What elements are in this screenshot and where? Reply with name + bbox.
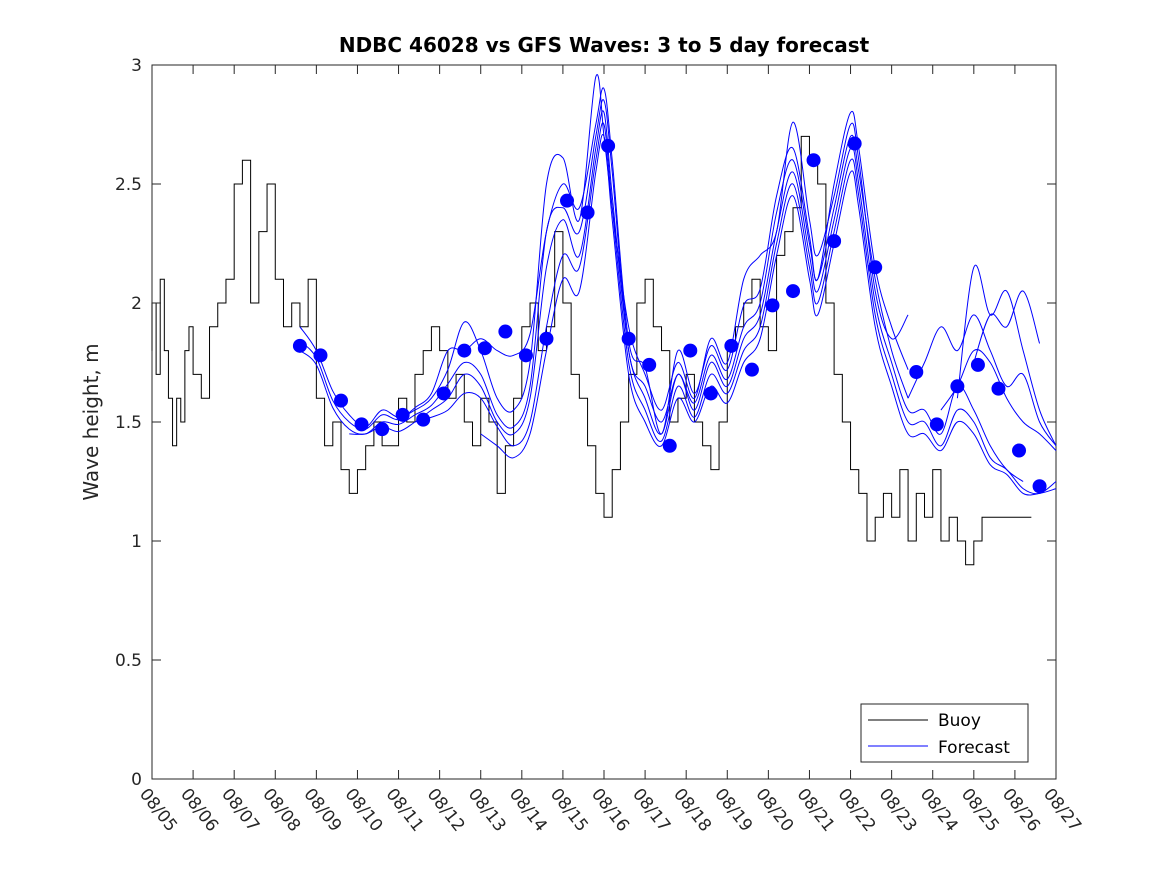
forecast-point xyxy=(292,338,307,353)
forecast-point xyxy=(950,379,965,394)
forecast-series-line xyxy=(973,290,1041,363)
forecast-point xyxy=(354,417,369,432)
forecast-point xyxy=(518,348,533,363)
data-layer xyxy=(151,74,1057,566)
forecast-point xyxy=(724,338,739,353)
legend: Buoy Forecast xyxy=(860,703,1029,763)
forecast-point xyxy=(395,407,410,422)
forecast-point xyxy=(847,136,862,151)
forecast-point xyxy=(868,260,883,275)
y-tick-label: 0 xyxy=(131,770,142,790)
y-tick-label: 2 xyxy=(131,294,142,314)
forecast-point xyxy=(744,362,759,377)
forecast-series-line xyxy=(956,264,1057,447)
forecast-point xyxy=(1012,443,1027,458)
y-tick-label: 1.5 xyxy=(115,413,142,433)
y-axis: 0 0.5 1 1.5 2 2.5 3 xyxy=(115,56,1056,790)
forecast-point xyxy=(683,343,698,358)
forecast-point xyxy=(786,284,801,299)
forecast-series-line xyxy=(299,99,909,435)
axes-box xyxy=(151,64,1057,780)
forecast-point xyxy=(970,357,985,372)
forecast-point xyxy=(416,412,431,427)
forecast-point xyxy=(601,138,616,153)
forecast-point xyxy=(642,357,657,372)
forecast-series-line xyxy=(414,122,1057,495)
legend-label-buoy: Buoy xyxy=(938,711,981,731)
forecast-point xyxy=(703,386,718,401)
y-tick-label: 1 xyxy=(131,532,142,552)
forecast-point xyxy=(436,386,451,401)
forecast-point xyxy=(498,324,513,339)
legend-box xyxy=(860,703,1029,763)
forecast-point xyxy=(991,381,1006,396)
forecast-point xyxy=(806,153,821,168)
y-tick-label: 2.5 xyxy=(115,175,142,195)
forecast-series-line xyxy=(480,134,1057,496)
forecast-point xyxy=(313,348,328,363)
plot-area xyxy=(151,64,1057,780)
forecast-point xyxy=(827,234,842,249)
forecast-point xyxy=(539,331,554,346)
forecast-point xyxy=(580,205,595,220)
forecast-point xyxy=(929,417,944,432)
forecast-point xyxy=(1032,479,1047,494)
buoy-series-line xyxy=(151,135,1032,566)
forecast-point xyxy=(560,193,575,208)
forecast-point xyxy=(375,422,390,437)
forecast-point xyxy=(334,393,349,408)
forecast-point xyxy=(765,298,780,313)
y-tick-label: 3 xyxy=(131,56,142,76)
forecast-series-line xyxy=(907,314,1057,447)
forecast-point xyxy=(662,438,677,453)
forecast-point xyxy=(477,341,492,356)
forecast-point xyxy=(909,365,924,380)
y-axis-label: Wave height, m xyxy=(79,343,103,500)
y-tick-label: 0.5 xyxy=(115,651,142,671)
legend-label-forecast: Forecast xyxy=(938,738,1010,758)
chart-title: NDBC 46028 vs GFS Waves: 3 to 5 day fore… xyxy=(339,33,870,57)
forecast-point xyxy=(621,331,636,346)
forecast-series-line xyxy=(349,110,1024,482)
forecast-point xyxy=(457,343,472,358)
